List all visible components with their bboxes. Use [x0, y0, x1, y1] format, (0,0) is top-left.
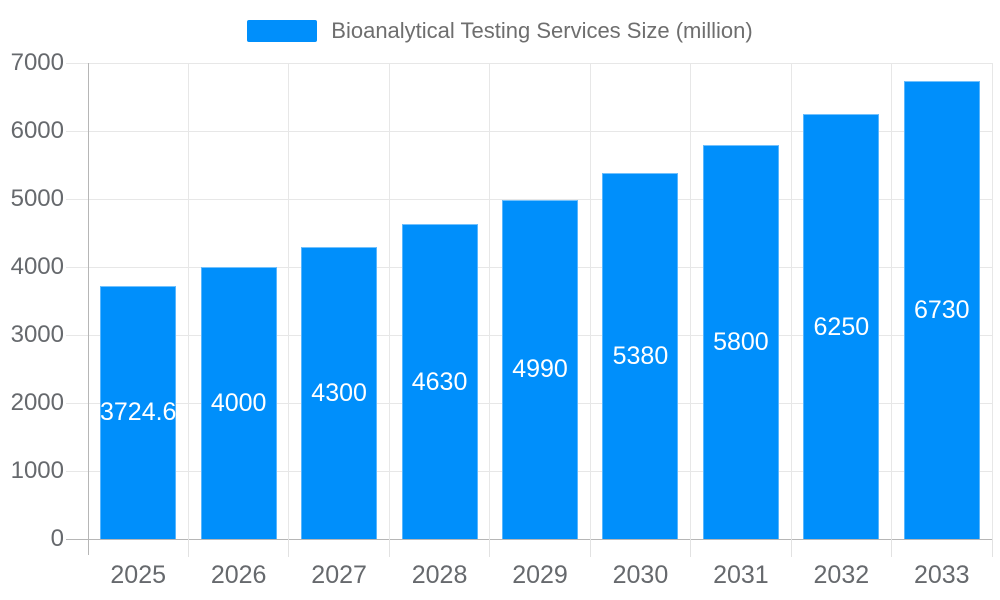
y-axis-line [87, 63, 89, 555]
bar-2026[interactable] [200, 267, 277, 539]
y-axis-label: 5000 [10, 185, 64, 212]
y-grid-line [66, 62, 992, 64]
x-grid-line [690, 63, 692, 539]
y-axis-label: 4000 [10, 253, 64, 280]
x-axis-label: 2027 [311, 561, 367, 589]
legend-marker-icon [247, 20, 318, 42]
y-axis-label: 0 [50, 525, 64, 552]
x-axis-tick [187, 539, 189, 557]
y-grid-line [66, 198, 992, 200]
y-axis-label: 7000 [10, 49, 64, 76]
x-axis-label: 2033 [913, 561, 970, 589]
bar-2031[interactable] [702, 144, 779, 539]
bar-2029[interactable] [502, 199, 578, 539]
y-grid-line [66, 130, 992, 132]
x-grid-line [388, 63, 390, 539]
bar-2027[interactable] [301, 246, 378, 539]
y-axis-label: 1000 [10, 457, 64, 484]
bar-2030[interactable] [602, 173, 679, 539]
x-axis-label: 2032 [813, 561, 870, 589]
bar-2032[interactable] [803, 114, 880, 539]
x-axis-label: 2029 [512, 561, 568, 589]
x-grid-line [891, 63, 893, 539]
x-axis-tick [288, 539, 290, 557]
x-axis-tick [790, 539, 792, 557]
x-grid-line [489, 63, 491, 539]
x-axis-tick [991, 539, 993, 557]
y-axis-label: 2000 [10, 389, 64, 416]
legend-label: Bioanalytical Testing Services Size (mil… [331, 18, 753, 43]
x-axis-line [66, 538, 992, 540]
x-axis-tick [489, 539, 491, 557]
y-axis-label: 3000 [10, 321, 64, 348]
x-axis-tick [891, 539, 893, 557]
legend-item[interactable]: Bioanalytical Testing Services Size (mil… [0, 14, 1000, 48]
x-axis-label: 2031 [713, 561, 769, 589]
x-grid-line [790, 63, 792, 539]
x-axis-label: 2025 [110, 561, 167, 589]
x-grid-line [589, 63, 591, 539]
x-axis-tick [690, 539, 692, 557]
bar-2028[interactable] [401, 224, 478, 539]
y-axis-label: 6000 [10, 117, 64, 144]
x-axis-label: 2030 [612, 561, 669, 589]
x-grid-line [288, 63, 290, 539]
x-grid-line [187, 63, 189, 539]
x-grid-line [991, 63, 993, 539]
bar-2033[interactable] [903, 81, 980, 539]
x-axis-tick [388, 539, 390, 557]
x-axis-label: 2026 [210, 561, 267, 589]
x-axis-label: 2028 [411, 561, 468, 589]
bar-2025[interactable] [100, 285, 177, 539]
x-axis-tick [589, 539, 591, 557]
